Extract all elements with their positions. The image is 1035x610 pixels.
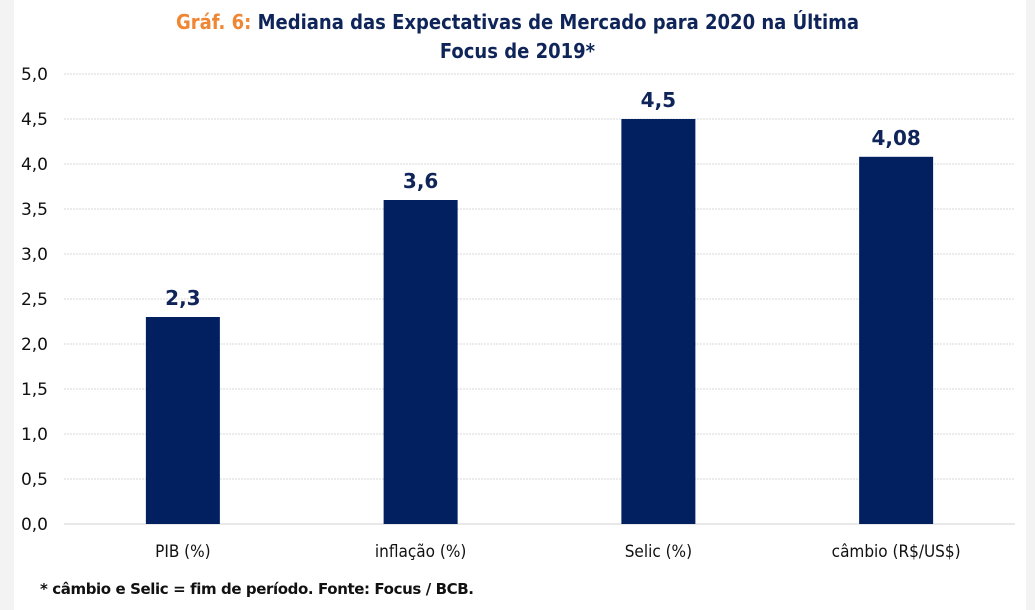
y-tick-label: 0,5 — [21, 470, 48, 490]
y-tick-label: 3,0 — [21, 245, 48, 265]
chart-title-line2: Focus de 2019* — [439, 39, 596, 63]
y-tick-label: 4,5 — [21, 110, 48, 130]
y-tick-label: 2,5 — [21, 290, 48, 310]
y-tick-label: 1,0 — [21, 425, 48, 445]
y-tick-label: 4,0 — [21, 155, 48, 175]
chart-title: Gráf. 6: Mediana das Expectativas de Mer… — [0, 8, 1035, 66]
y-tick-label: 5,0 — [21, 65, 48, 85]
y-tick-label: 1,5 — [21, 380, 48, 400]
data-label: 4,5 — [641, 88, 676, 112]
x-tick-label: câmbio (R$/US$) — [832, 542, 961, 562]
data-label: 3,6 — [403, 169, 438, 193]
y-tick-label: 3,5 — [21, 200, 48, 220]
x-tick-label: PIB (%) — [155, 542, 211, 562]
x-tick-label: Selic (%) — [625, 542, 692, 562]
y-tick-label: 2,0 — [21, 335, 48, 355]
chart-title-prefix: Gráf. 6: — [175, 10, 252, 34]
y-tick-label: 0,0 — [21, 515, 48, 535]
x-tick-label: inflação (%) — [375, 542, 466, 562]
bar — [383, 200, 458, 524]
data-label: 4,08 — [871, 126, 920, 150]
data-label: 2,3 — [165, 286, 200, 310]
bar — [145, 317, 220, 524]
bar — [621, 119, 696, 524]
footnote: * câmbio e Selic = fim de período. Fonte… — [40, 580, 474, 598]
bar — [859, 156, 934, 525]
chart-title-line1: Mediana das Expectativas de Mercado para… — [257, 10, 859, 34]
